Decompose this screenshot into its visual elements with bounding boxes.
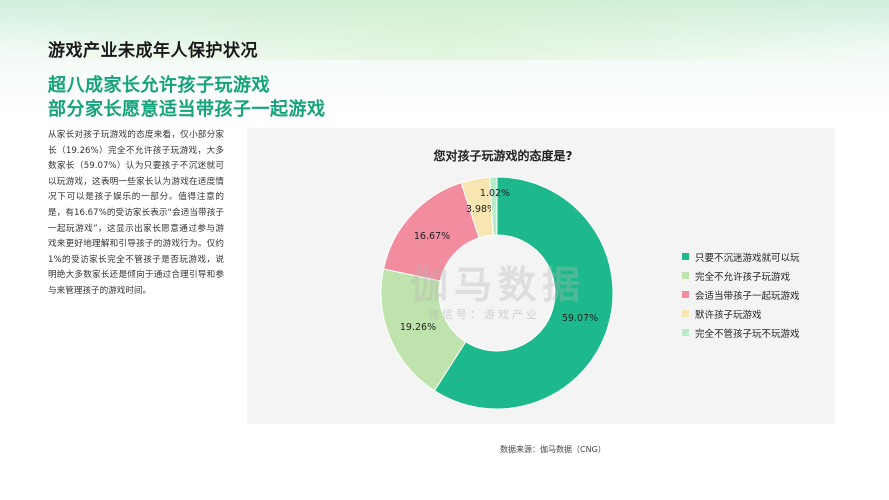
legend-label: 只要不沉迷游戏就可以玩 bbox=[695, 252, 800, 264]
watermark-text: 伽马数据 bbox=[410, 263, 587, 307]
slice-value-label: 19.26% bbox=[400, 322, 436, 333]
legend-swatch bbox=[682, 253, 689, 260]
legend-label: 会适当带孩子一起玩游戏 bbox=[695, 290, 800, 302]
slice-value-label: 59.07% bbox=[562, 313, 598, 324]
donut-slice bbox=[489, 176, 498, 236]
legend-item: 默许孩子玩游戏 bbox=[682, 304, 800, 323]
chart-title: 您对孩子玩游戏的态度是? bbox=[433, 149, 573, 163]
legend-label: 完全不允许孩子玩游戏 bbox=[695, 271, 791, 283]
slice-value-label: 1.02% bbox=[480, 188, 510, 199]
legend-swatch bbox=[682, 310, 689, 317]
headline: 超八成家长允许孩子玩游戏 部分家长愿意适当带孩子一起游戏 bbox=[48, 74, 326, 122]
legend-label: 完全不管孩子玩不玩游戏 bbox=[695, 328, 800, 340]
chart-legend: 只要不沉迷游戏就可以玩 完全不允许孩子玩游戏 会适当带孩子一起玩游戏 默许孩子玩游戏完… bbox=[682, 247, 800, 342]
legend-swatch bbox=[682, 272, 689, 279]
watermark-subtext: 微信号：游戏产业 bbox=[428, 308, 540, 321]
section-title: 游戏产业未成年人保护状况 bbox=[48, 41, 258, 61]
header-highlight bbox=[0, 0, 889, 60]
headline-line-1: 超八成家长允许孩子玩游戏 bbox=[48, 75, 270, 96]
data-source-note: 数据来源：伽马数据（CNG） bbox=[500, 445, 606, 454]
slice-value-label: 3.98% bbox=[466, 204, 496, 215]
slice-value-label: 16.67% bbox=[414, 231, 450, 242]
donut-slice bbox=[433, 176, 614, 410]
legend-item: 完全不管孩子玩不玩游戏 bbox=[682, 323, 800, 342]
legend-swatch bbox=[682, 329, 689, 336]
legend-item: 只要不沉迷游戏就可以玩 bbox=[682, 247, 800, 266]
legend-item: 会适当带孩子一起玩游戏 bbox=[682, 285, 800, 304]
headline-line-2: 部分家长愿意适当带孩子一起游戏 bbox=[48, 99, 326, 120]
legend-item: 完全不允许孩子玩游戏 bbox=[682, 266, 800, 285]
legend-label: 默许孩子玩游戏 bbox=[695, 309, 762, 321]
body-paragraph: 从家长对孩子玩游戏的态度来看，仅小部分家长（19.26%）完全不允许孩子玩游戏，… bbox=[48, 130, 224, 296]
legend-swatch bbox=[682, 291, 689, 298]
